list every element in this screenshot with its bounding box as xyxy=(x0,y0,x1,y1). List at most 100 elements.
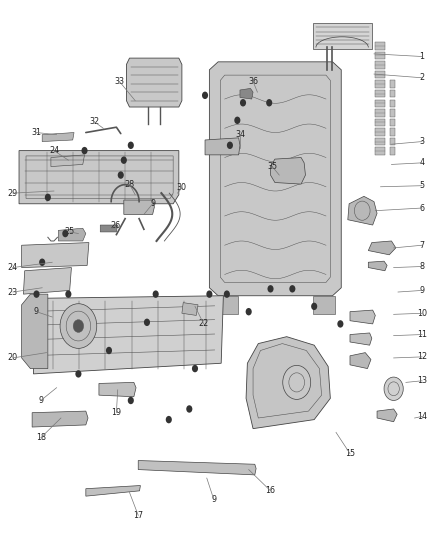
Circle shape xyxy=(39,259,45,266)
Text: 5: 5 xyxy=(420,181,424,190)
Text: 9: 9 xyxy=(211,495,216,504)
Circle shape xyxy=(128,397,134,404)
Polygon shape xyxy=(375,90,385,98)
Polygon shape xyxy=(86,486,141,496)
Polygon shape xyxy=(375,100,385,107)
Circle shape xyxy=(118,171,124,179)
Circle shape xyxy=(81,147,88,155)
Polygon shape xyxy=(375,148,385,155)
Circle shape xyxy=(240,99,246,107)
Polygon shape xyxy=(390,119,395,126)
Text: 9: 9 xyxy=(150,199,155,208)
Polygon shape xyxy=(375,109,385,117)
Polygon shape xyxy=(42,133,74,142)
Polygon shape xyxy=(390,109,395,117)
Polygon shape xyxy=(368,261,387,271)
Text: 16: 16 xyxy=(265,486,276,495)
Text: 20: 20 xyxy=(8,353,18,362)
Circle shape xyxy=(62,230,68,237)
Text: 6: 6 xyxy=(420,204,424,213)
Polygon shape xyxy=(375,61,385,69)
Circle shape xyxy=(60,304,97,349)
Polygon shape xyxy=(205,138,240,155)
Polygon shape xyxy=(377,409,397,422)
Text: 3: 3 xyxy=(420,137,424,146)
Polygon shape xyxy=(390,90,395,98)
Polygon shape xyxy=(240,88,253,99)
Circle shape xyxy=(128,142,134,149)
Text: 22: 22 xyxy=(198,319,209,328)
Polygon shape xyxy=(216,296,238,314)
Polygon shape xyxy=(209,62,341,296)
Polygon shape xyxy=(375,52,385,59)
Text: 9: 9 xyxy=(34,307,39,316)
Text: 1: 1 xyxy=(420,52,424,61)
Circle shape xyxy=(266,99,272,107)
Text: 25: 25 xyxy=(64,228,75,237)
Text: 19: 19 xyxy=(111,408,121,417)
Polygon shape xyxy=(375,80,385,88)
Text: 32: 32 xyxy=(89,117,99,126)
Polygon shape xyxy=(33,296,223,374)
Text: 24: 24 xyxy=(8,263,18,272)
Text: 13: 13 xyxy=(417,376,427,385)
Text: 26: 26 xyxy=(110,221,120,230)
Text: 17: 17 xyxy=(133,511,143,520)
Polygon shape xyxy=(127,58,182,107)
Circle shape xyxy=(234,117,240,124)
Polygon shape xyxy=(99,382,136,397)
Circle shape xyxy=(121,157,127,164)
Text: 14: 14 xyxy=(417,412,427,421)
Polygon shape xyxy=(375,42,385,50)
Text: 34: 34 xyxy=(235,130,245,139)
Polygon shape xyxy=(58,228,86,241)
Polygon shape xyxy=(100,225,118,232)
Polygon shape xyxy=(21,243,89,268)
Circle shape xyxy=(73,320,84,333)
Polygon shape xyxy=(350,333,372,345)
Text: 12: 12 xyxy=(417,352,427,361)
Circle shape xyxy=(106,347,112,354)
Text: 33: 33 xyxy=(114,77,124,86)
Polygon shape xyxy=(182,303,198,316)
Text: 2: 2 xyxy=(420,73,424,82)
Polygon shape xyxy=(375,71,385,78)
Polygon shape xyxy=(390,148,395,155)
Text: 35: 35 xyxy=(267,162,277,171)
Polygon shape xyxy=(350,310,375,324)
Circle shape xyxy=(311,303,317,310)
Text: 7: 7 xyxy=(420,241,424,250)
Circle shape xyxy=(65,290,71,298)
Polygon shape xyxy=(51,155,85,166)
Text: 28: 28 xyxy=(124,180,134,189)
Text: 15: 15 xyxy=(345,449,355,458)
Circle shape xyxy=(33,290,39,298)
Polygon shape xyxy=(138,461,256,475)
Circle shape xyxy=(206,290,212,298)
Text: 11: 11 xyxy=(417,330,427,339)
Polygon shape xyxy=(32,411,88,427)
Circle shape xyxy=(227,142,233,149)
Circle shape xyxy=(224,290,230,298)
Polygon shape xyxy=(246,337,330,429)
Polygon shape xyxy=(390,80,395,88)
Text: 31: 31 xyxy=(32,128,42,137)
Polygon shape xyxy=(313,23,372,49)
Polygon shape xyxy=(124,200,154,214)
Circle shape xyxy=(186,405,192,413)
Circle shape xyxy=(144,319,150,326)
Text: 9: 9 xyxy=(420,286,424,295)
Polygon shape xyxy=(390,138,395,146)
Text: 10: 10 xyxy=(417,309,427,318)
Polygon shape xyxy=(23,268,71,294)
Text: 18: 18 xyxy=(36,433,46,442)
Circle shape xyxy=(246,308,252,316)
Polygon shape xyxy=(368,241,396,255)
Polygon shape xyxy=(348,196,377,225)
Circle shape xyxy=(152,290,159,298)
Circle shape xyxy=(45,193,51,201)
Polygon shape xyxy=(271,158,305,184)
Text: 8: 8 xyxy=(420,262,424,271)
Polygon shape xyxy=(375,119,385,126)
Polygon shape xyxy=(390,128,395,136)
